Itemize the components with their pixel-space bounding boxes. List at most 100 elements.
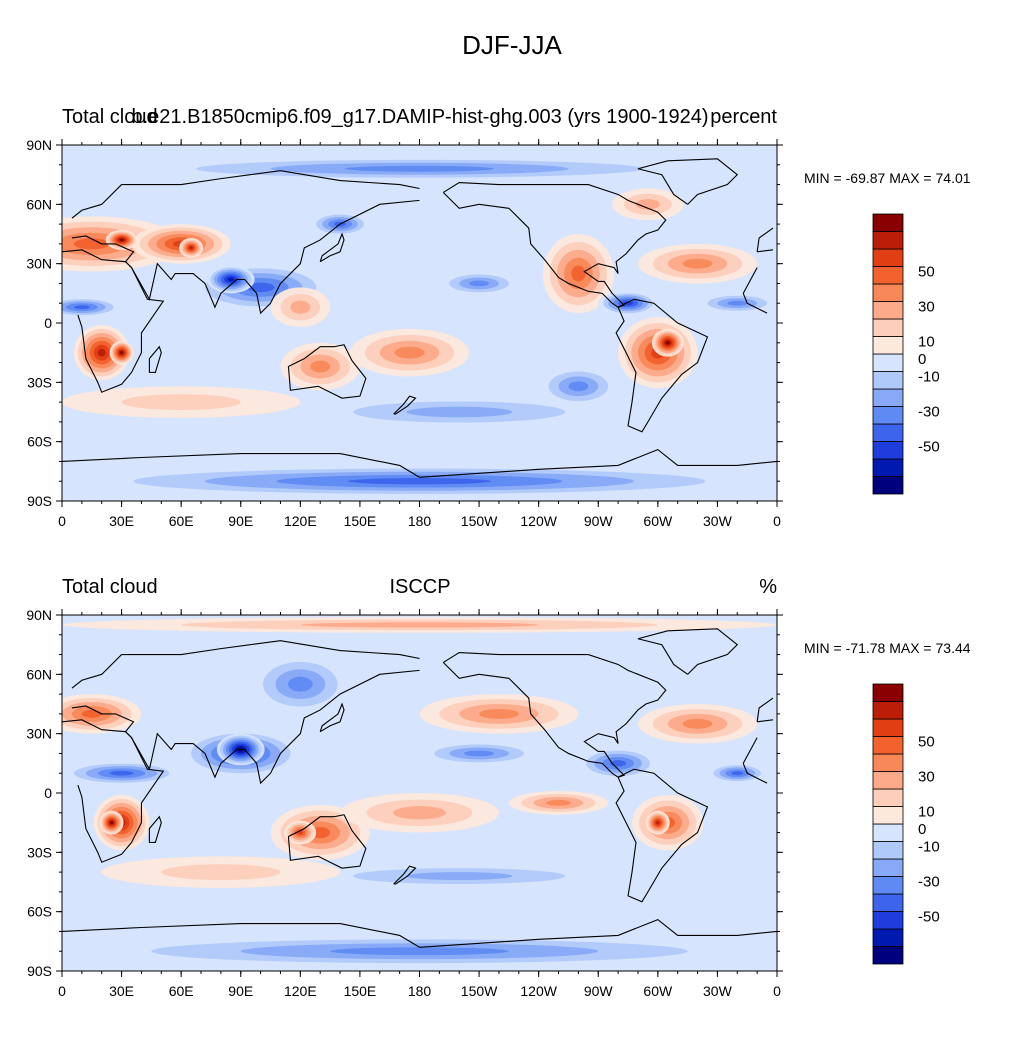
panel-units-label: percent xyxy=(710,106,777,128)
coastline xyxy=(62,249,165,393)
contour-region xyxy=(406,406,513,418)
y-tick-label: 0 xyxy=(44,785,52,801)
coastline xyxy=(319,702,345,733)
coastline xyxy=(637,628,739,675)
coastline xyxy=(742,737,758,764)
panel-center-label: b.e21.B1850cmip6.f09_g17.DAMIP-hist-ghg.… xyxy=(131,106,709,128)
colorbar-label: 10 xyxy=(918,334,935,351)
coastline xyxy=(319,232,345,263)
min-max-label: MIN = -71.78 MAX = 73.44 xyxy=(804,640,971,656)
contour-region xyxy=(227,277,235,282)
field-contours xyxy=(62,145,777,501)
x-tick-label: 90E xyxy=(228,513,253,529)
x-tick-label: 30W xyxy=(703,513,733,529)
contour-region xyxy=(394,346,425,359)
y-tick-label: 30N xyxy=(26,256,52,272)
contour-region xyxy=(571,265,586,282)
y-tick-label: 90S xyxy=(27,963,52,979)
colorbar-cell xyxy=(872,441,904,460)
y-tick-label: 30N xyxy=(26,726,52,742)
contour-region xyxy=(348,478,491,485)
x-tick-label: 120W xyxy=(520,513,557,529)
colorbar-cell xyxy=(872,823,904,842)
contour-region xyxy=(81,709,102,718)
colorbar-label: 50 xyxy=(918,264,935,281)
x-tick-label: 180 xyxy=(408,513,432,529)
map-plot: 0 30E 60E 90E 120E 150E 180 150W 120W 90W 60W 30W 09… xyxy=(26,607,940,999)
colorbar-cell xyxy=(872,858,904,877)
contour-region xyxy=(120,351,124,355)
field-contours xyxy=(62,615,777,971)
x-tick-label: 120E xyxy=(284,983,317,999)
contour-region xyxy=(73,238,110,250)
y-tick-label: 90N xyxy=(26,137,52,153)
colorbar-cell xyxy=(872,371,904,390)
colorbar-label: -30 xyxy=(918,874,940,891)
colorbar-cell xyxy=(872,388,904,407)
colorbar-cell xyxy=(872,283,904,302)
colorbar-cell xyxy=(872,301,904,320)
x-tick-label: 30E xyxy=(109,983,134,999)
contour-region xyxy=(330,947,509,956)
colorbar-cell xyxy=(872,336,904,355)
coastline xyxy=(62,922,420,948)
x-tick-label: 150E xyxy=(344,983,377,999)
contour-region xyxy=(73,305,90,310)
x-tick-label: 180 xyxy=(408,983,432,999)
coastline xyxy=(443,182,667,308)
colorbar-cell xyxy=(872,736,904,755)
coastline xyxy=(756,697,774,722)
colorbar-label: 0 xyxy=(918,351,926,368)
contour-region xyxy=(731,771,744,776)
x-tick-label: 0 xyxy=(58,983,66,999)
colorbar-cell xyxy=(872,718,904,737)
min-max-label: MIN = -69.87 MAX = 74.01 xyxy=(804,170,971,186)
coastline xyxy=(637,158,739,205)
coastline xyxy=(287,344,367,399)
x-tick-label: 150W xyxy=(461,513,498,529)
y-tick-label: 30S xyxy=(27,374,52,390)
colorbar-label: 50 xyxy=(918,734,935,751)
y-tick-label: 60S xyxy=(27,904,52,920)
contour-region xyxy=(161,864,281,881)
contour-region xyxy=(682,718,713,729)
coastline xyxy=(742,293,768,314)
contour-region xyxy=(300,622,539,628)
coastline xyxy=(62,719,165,863)
x-tick-label: 150E xyxy=(344,513,377,529)
colorbar-cell xyxy=(872,771,904,790)
colorbar-cell xyxy=(872,788,904,807)
observation-panel: 0 30E 60E 90E 120E 150E 180 150W 120W 90W 60W 30W 0 9… xyxy=(0,570,1024,1050)
colorbar-label: -50 xyxy=(918,909,940,926)
contour-region xyxy=(119,238,124,242)
colorbar-cell xyxy=(872,806,904,825)
contour-region xyxy=(109,770,134,776)
colorbar-cell xyxy=(872,476,904,495)
colorbar-label: 30 xyxy=(918,299,935,316)
panel-left-label: Total cloud xyxy=(62,106,158,128)
x-tick-label: 120E xyxy=(284,513,317,529)
contour-region xyxy=(656,820,660,825)
coastline xyxy=(442,662,619,778)
y-tick-label: 90S xyxy=(27,493,52,509)
colorbar-cell xyxy=(872,406,904,425)
coastline xyxy=(71,669,420,785)
x-tick-label: 120W xyxy=(520,983,557,999)
x-tick-label: 90W xyxy=(584,513,614,529)
colorbar-label: 30 xyxy=(918,769,935,786)
contour-region xyxy=(665,341,670,345)
coastline xyxy=(62,452,420,478)
colorbar-cell xyxy=(872,423,904,442)
contour-region xyxy=(189,246,193,250)
x-tick-label: 30E xyxy=(109,513,134,529)
colorbar-label: 0 xyxy=(918,821,926,838)
colorbar-cell xyxy=(872,928,904,947)
coastline xyxy=(287,814,367,869)
colorbar-cell xyxy=(872,248,904,267)
colorbar-cell xyxy=(872,876,904,895)
coastline xyxy=(742,267,758,294)
contour-region xyxy=(290,300,311,314)
coastline xyxy=(148,815,162,843)
coastline xyxy=(148,345,162,373)
model-panel: 0 30E 60E 90E 120E 150E 180 150W 120W 90W 60W 30W 0 9… xyxy=(0,100,1024,580)
